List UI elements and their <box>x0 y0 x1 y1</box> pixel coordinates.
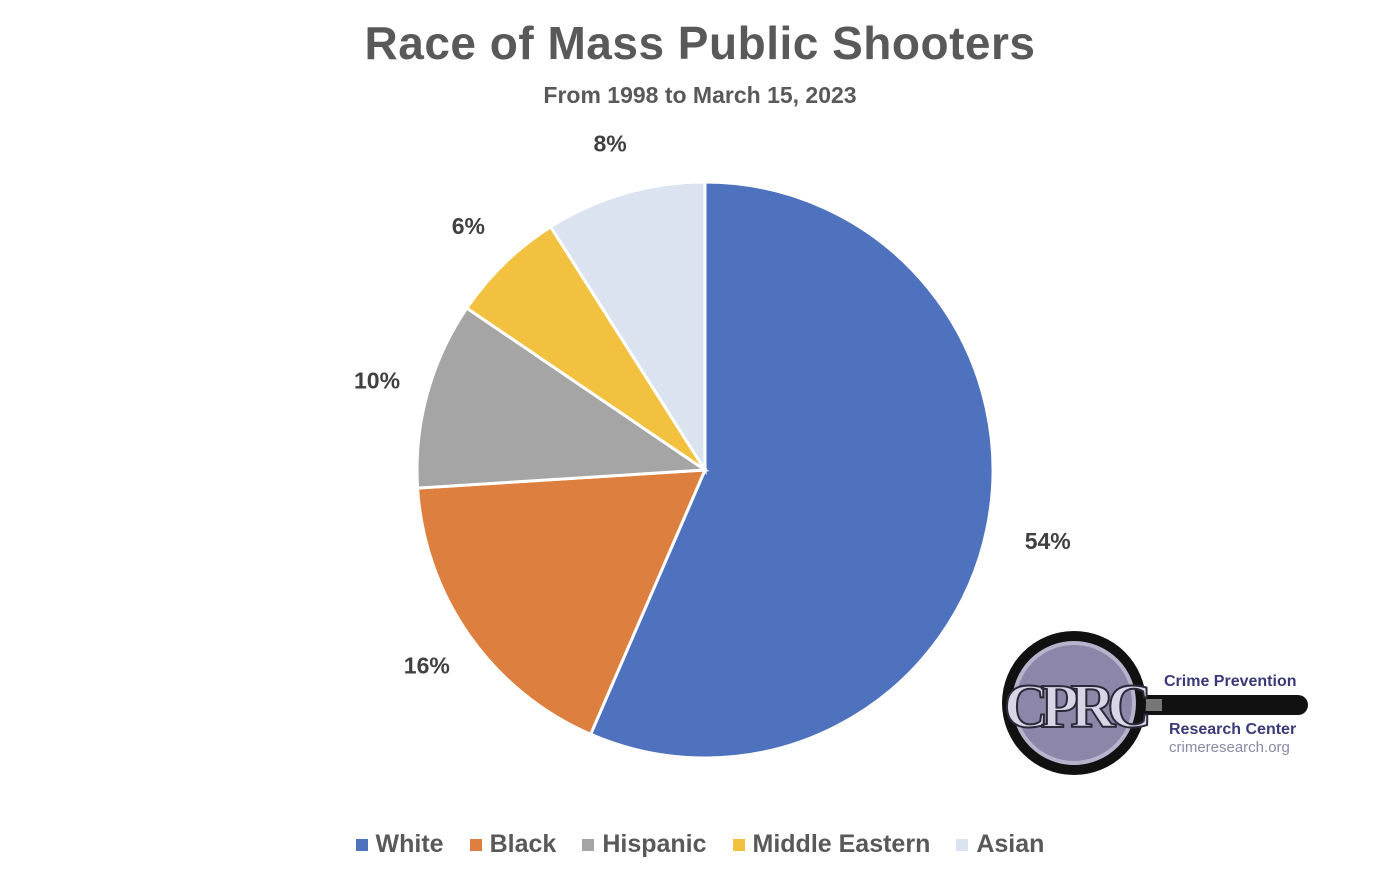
legend-swatch <box>355 838 368 851</box>
legend-item-white: White <box>355 830 444 859</box>
magnifier-logo-icon: CPRC <box>1002 631 1308 775</box>
data-label-white: 54% <box>1025 528 1071 554</box>
data-label-hispanic: 10% <box>354 367 400 393</box>
legend-item-hispanic: Hispanic <box>582 830 707 859</box>
data-label-middle-eastern: 6% <box>452 213 485 239</box>
legend-swatch <box>956 838 969 851</box>
data-label-asian: 8% <box>594 131 627 157</box>
pie-slice-middle-eastern <box>464 224 707 472</box>
legend-label: White <box>375 830 444 858</box>
logo-url: crimeresearch.org <box>1169 739 1290 756</box>
legend-item-asian: Asian <box>956 830 1044 859</box>
pie-slice-white <box>588 180 995 760</box>
logo-line1: Crime Prevention <box>1164 673 1297 690</box>
legend-label: Hispanic <box>602 830 707 858</box>
legend-swatch <box>582 838 595 851</box>
svg-text:CPRC: CPRC <box>1004 673 1148 741</box>
legend-label: Asian <box>976 830 1045 858</box>
data-label-black: 16% <box>404 653 450 679</box>
pie-slice-black <box>415 468 708 737</box>
legend-item-black: Black <box>469 830 557 859</box>
legend-item-middle-eastern: Middle Eastern <box>732 830 931 859</box>
chart-legend: White Black Hispanic Middle Eastern Asian <box>0 830 1400 859</box>
chart-title: Race of Mass Public Shooters <box>364 17 1036 69</box>
legend-label: Black <box>489 830 557 858</box>
pie-slice-asian <box>548 180 707 476</box>
cprc-logo: CPRC Crime Prevention Research Center cr… <box>1002 627 1322 787</box>
legend-label: Middle Eastern <box>752 830 931 858</box>
pie-slice-hispanic <box>415 306 710 490</box>
logo-line2: Research Center <box>1169 721 1297 738</box>
chart-subtitle: From 1998 to March 15, 2023 <box>543 82 857 108</box>
legend-swatch <box>732 838 745 851</box>
legend-swatch <box>469 838 482 851</box>
